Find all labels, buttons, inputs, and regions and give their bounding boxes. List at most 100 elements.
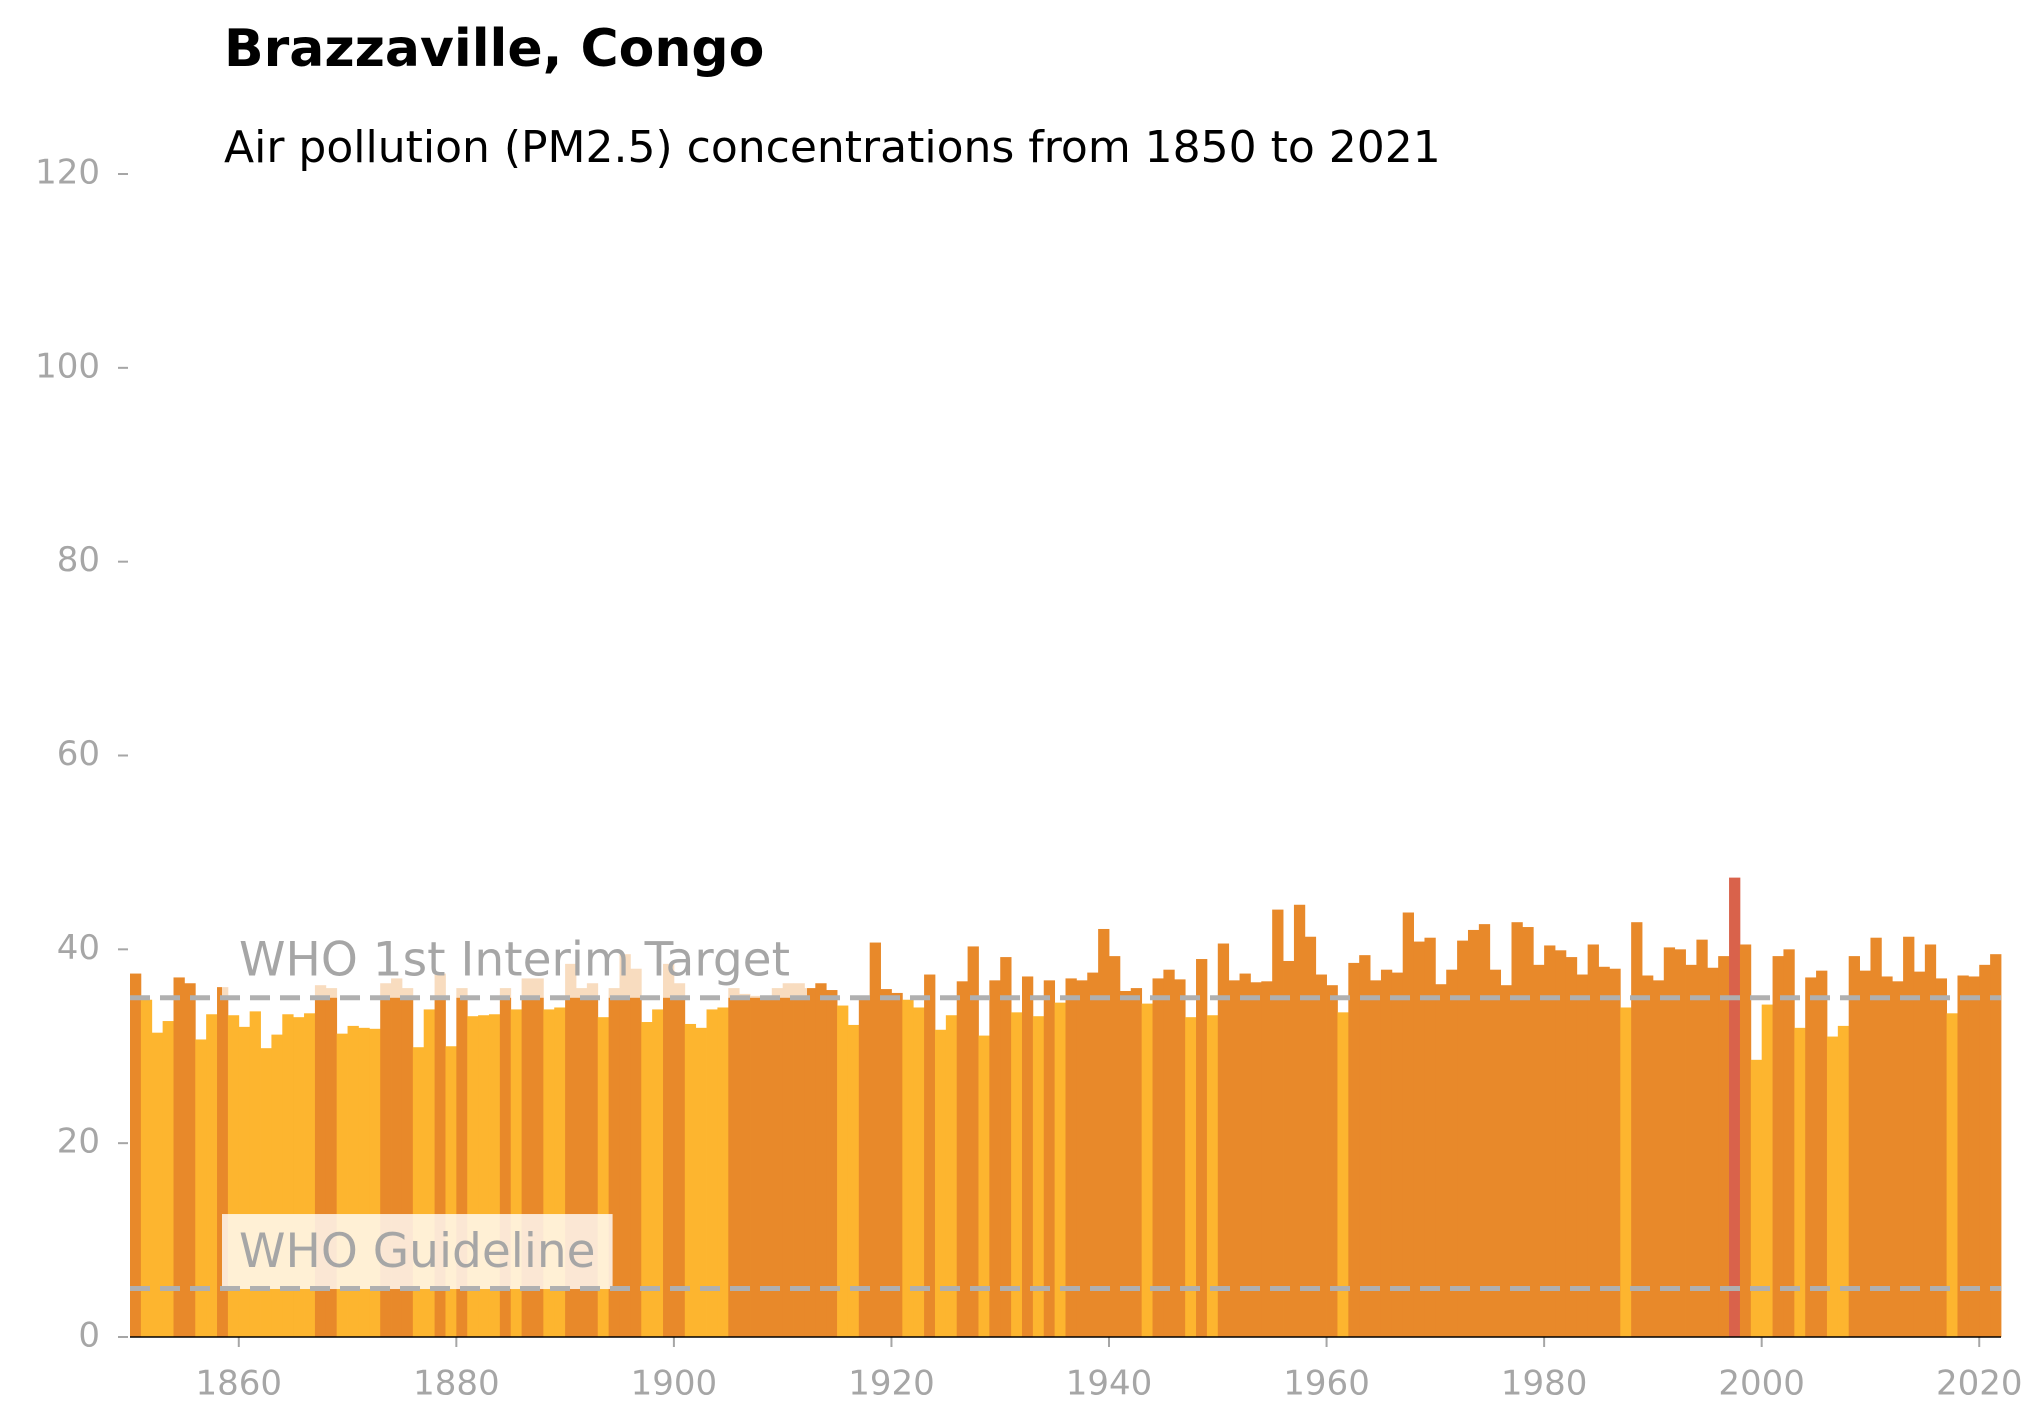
bar — [1555, 950, 1567, 1337]
reference-label: WHO Guideline — [239, 1224, 596, 1279]
bar — [1032, 1016, 1045, 1337]
y-tick-label: 40 — [57, 928, 100, 968]
bar — [913, 1007, 925, 1337]
bar — [1892, 981, 1904, 1337]
bar — [891, 992, 903, 1337]
bar — [1718, 956, 1730, 1337]
bar — [945, 1015, 958, 1337]
bar — [532, 978, 544, 1337]
bar — [456, 988, 468, 1337]
bar — [1587, 944, 1599, 1337]
bar — [238, 1026, 251, 1337]
bar — [260, 1048, 272, 1337]
bar — [1315, 974, 1327, 1337]
bar — [401, 988, 414, 1337]
bar — [1304, 936, 1317, 1337]
bar — [1348, 962, 1360, 1337]
bar — [1652, 980, 1665, 1337]
bar — [1152, 978, 1164, 1337]
bar — [858, 995, 871, 1337]
bar — [695, 1027, 707, 1337]
bar — [314, 985, 327, 1337]
bar — [847, 1024, 860, 1337]
bar — [369, 1028, 381, 1337]
x-tick-label: 1940 — [1066, 1364, 1153, 1404]
bar — [1424, 937, 1436, 1337]
bar — [869, 942, 881, 1337]
bar — [1228, 980, 1240, 1337]
y-tick-label: 100 — [35, 346, 100, 386]
bar — [641, 1022, 653, 1337]
bar — [1848, 956, 1860, 1337]
bar — [140, 999, 153, 1337]
bar — [1674, 949, 1686, 1337]
bar — [499, 988, 512, 1337]
bar — [967, 946, 979, 1337]
bar — [1729, 877, 1741, 1337]
bar — [1620, 1007, 1632, 1337]
x-tick-label: 1900 — [631, 1364, 718, 1404]
x-tick-label: 2020 — [1936, 1364, 2023, 1404]
bar — [1011, 1012, 1023, 1337]
label-box — [222, 1214, 613, 1290]
bar — [793, 983, 805, 1337]
bar — [1489, 969, 1502, 1337]
bar — [1043, 980, 1056, 1337]
bar — [728, 988, 740, 1337]
bar — [1924, 944, 1937, 1337]
bar — [227, 1015, 240, 1337]
bar — [1739, 944, 1752, 1337]
bar — [1250, 982, 1262, 1337]
bar — [760, 997, 773, 1337]
bar — [1870, 937, 1882, 1337]
bar — [652, 1009, 664, 1337]
bar — [162, 1021, 174, 1337]
bar — [412, 1047, 425, 1337]
bar — [1380, 969, 1393, 1337]
bar — [804, 988, 816, 1337]
bar — [1859, 970, 1871, 1337]
bar — [1206, 1015, 1219, 1337]
bar — [924, 974, 936, 1337]
bar — [1598, 966, 1610, 1337]
bar — [488, 1014, 501, 1337]
bar — [478, 1015, 490, 1337]
bar — [1837, 1025, 1850, 1337]
bar — [347, 1025, 359, 1337]
x-tick-label: 1980 — [1501, 1364, 1588, 1404]
bar — [1000, 957, 1012, 1337]
bar — [271, 1034, 283, 1337]
bar — [880, 989, 892, 1337]
bar — [771, 988, 784, 1337]
bar — [1794, 1027, 1806, 1337]
bar — [1707, 967, 1719, 1337]
bar — [543, 1009, 555, 1337]
bar — [1772, 956, 1784, 1337]
bar — [1239, 973, 1251, 1337]
bar — [1903, 936, 1915, 1337]
bar — [1511, 922, 1523, 1337]
bar — [1609, 968, 1621, 1337]
bar — [597, 1017, 610, 1337]
bar — [815, 983, 827, 1337]
y-tick-label: 20 — [57, 1122, 100, 1162]
bar — [1750, 1059, 1763, 1337]
bar — [1021, 976, 1034, 1337]
bar — [1174, 979, 1186, 1337]
bar — [1957, 975, 1969, 1337]
bar — [1337, 1012, 1349, 1337]
bar — [934, 1029, 947, 1337]
bar — [1642, 975, 1654, 1337]
bar — [1370, 980, 1382, 1337]
bar — [521, 978, 533, 1337]
bar — [1946, 1013, 1958, 1337]
bar — [1990, 954, 2002, 1337]
bar — [1391, 972, 1404, 1337]
bar — [380, 983, 392, 1337]
bar — [1478, 924, 1491, 1337]
bar — [837, 1005, 849, 1337]
bar — [1696, 939, 1708, 1337]
bar — [586, 983, 599, 1337]
x-tick-label: 1920 — [848, 1364, 935, 1404]
